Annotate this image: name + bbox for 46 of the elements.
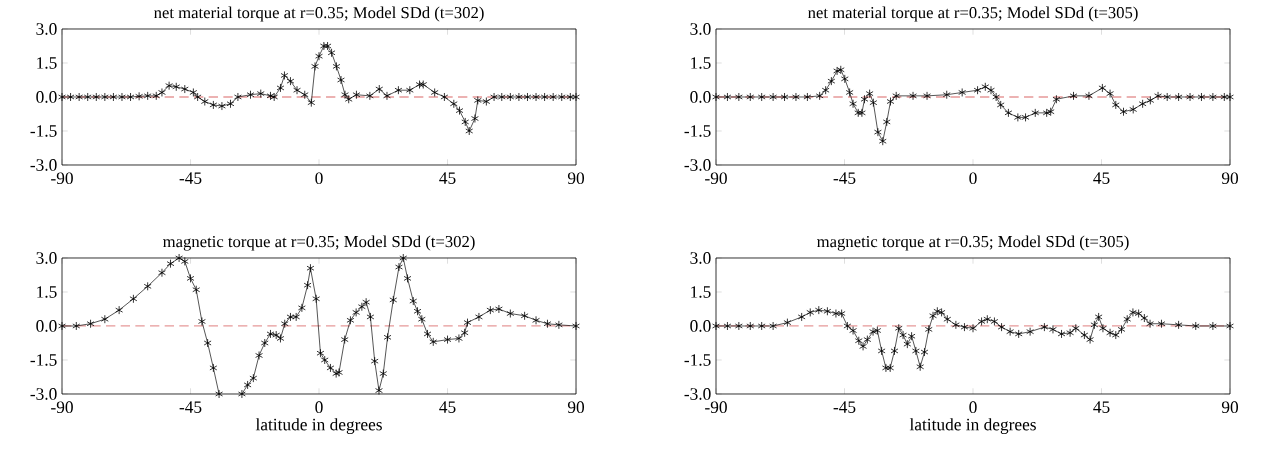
x-axis-title: latitude in degrees [255, 418, 382, 434]
x-tick-label: -90 [705, 401, 727, 414]
x-tick-label: 90 [1221, 172, 1239, 185]
y-tick-label: 0.0 [690, 91, 711, 103]
x-tick-label: -45 [833, 401, 856, 413]
x-tick-label: 45 [439, 172, 456, 184]
y-tick-label: -3.0 [30, 388, 57, 400]
x-tick-label: -90 [51, 401, 73, 414]
y-tick-label: 1.5 [37, 286, 57, 298]
y-tick-label: 1.5 [691, 57, 711, 69]
chart-title: net material torque at r=0.35; Model SDd (t=305) [808, 6, 1138, 22]
x-tick-label: -90 [705, 172, 727, 185]
x-tick-label: 0 [969, 172, 977, 185]
y-tick-label: 1.5 [691, 286, 711, 298]
x-tick-label: -45 [179, 401, 202, 413]
x-tick-label: -90 [51, 172, 73, 185]
x-tick-label: -45 [179, 172, 202, 184]
x-tick-label: 90 [567, 172, 585, 185]
chart-title: net material torque at r=0.35; Model SDd (t=302) [154, 6, 484, 22]
y-tick-label: -1.5 [684, 354, 711, 366]
x-tick-label: 0 [969, 401, 977, 414]
x-axis-title: latitude in degrees [909, 418, 1036, 434]
y-tick-label: 0.0 [36, 320, 57, 332]
x-tick-label: 45 [1093, 172, 1110, 184]
y-tick-label: 3.0 [690, 252, 711, 264]
y-tick-label: 3.0 [36, 23, 57, 35]
y-tick-label: -1.5 [30, 354, 57, 366]
y-tick-label: -3.0 [684, 388, 711, 400]
x-tick-label: 45 [439, 401, 456, 413]
y-tick-label: -1.5 [684, 125, 711, 137]
chart-title: magnetic torque at r=0.35; Model SDd (t=302) [163, 235, 475, 251]
chart-title: magnetic torque at r=0.35; Model SDd (t=305) [817, 235, 1129, 251]
x-tick-label: -45 [833, 172, 856, 184]
x-tick-label: 90 [1221, 401, 1239, 414]
y-tick-label: 0.0 [36, 91, 57, 103]
x-tick-label: 0 [315, 172, 323, 185]
y-tick-label: -3.0 [30, 159, 57, 171]
y-tick-label: 3.0 [690, 23, 711, 35]
y-tick-label: 0.0 [690, 320, 711, 332]
x-tick-label: 45 [1093, 401, 1110, 413]
y-tick-label: 3.0 [36, 252, 57, 264]
x-tick-label: 90 [567, 401, 585, 414]
y-tick-label: 1.5 [37, 57, 57, 69]
y-tick-label: -1.5 [30, 125, 57, 137]
x-tick-label: 0 [315, 401, 323, 414]
y-tick-label: -3.0 [684, 159, 711, 171]
